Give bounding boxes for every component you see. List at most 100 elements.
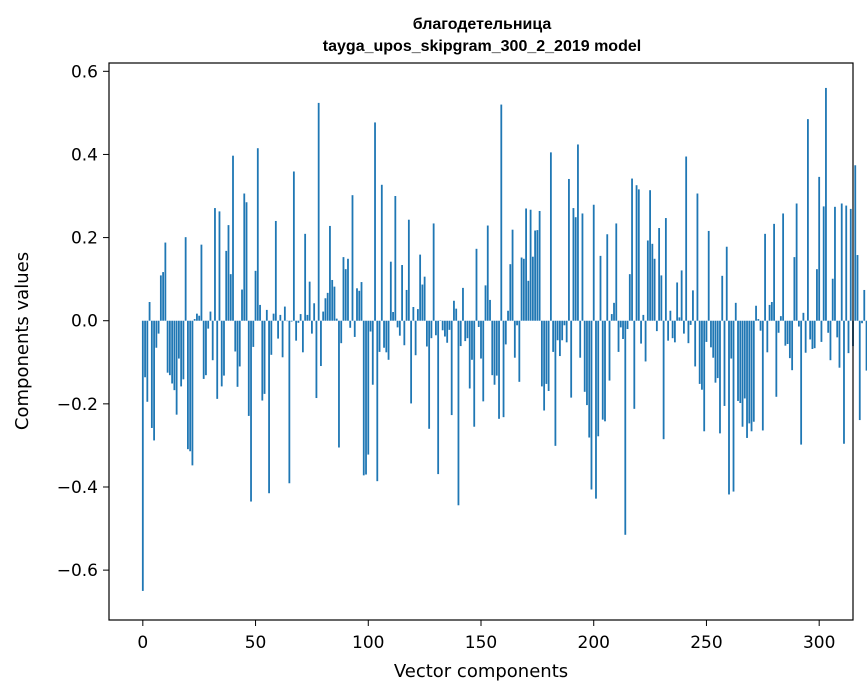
bar-155 [491,320,494,376]
bar-206 [606,234,609,321]
bar-241 [685,156,688,321]
bar-33 [216,320,219,399]
bar-251 [707,230,710,321]
bar-182 [552,320,555,352]
bar-181 [549,152,552,321]
bar-170 [525,208,527,321]
bar-137 [450,320,453,416]
bar-37 [225,250,228,321]
bar-228 [655,320,658,332]
bar-40 [232,155,234,321]
bar-48 [250,320,252,502]
bar-146 [471,320,473,360]
bar-26 [200,244,203,321]
bar-113 [396,320,399,328]
bar-106 [380,184,383,321]
bar-278 [768,304,771,321]
bar-234 [669,310,672,321]
bar-39 [229,274,232,321]
bar-189 [568,178,570,321]
x-tick-label: 200 [578,633,610,653]
bar-229 [658,228,661,321]
bar-167 [518,320,521,382]
bar-192 [574,217,577,321]
bar-27 [202,320,205,379]
bar-53 [261,320,264,401]
bar-28 [205,320,207,376]
bar-3 [148,302,151,321]
bar-154 [489,299,491,321]
bar-157 [495,320,498,376]
bar-127 [428,320,431,429]
bar-188 [565,320,568,343]
bar-12 [168,320,171,376]
bar-145 [468,320,471,389]
bar-105 [378,320,381,352]
bar-95 [356,288,358,321]
bar-274 [759,320,762,331]
bar-152 [484,285,487,321]
bar-15 [175,320,178,415]
bar-165 [513,320,516,358]
bar-118 [407,219,410,321]
bar-121 [414,320,417,356]
bar-41 [234,320,237,352]
bar-271 [752,320,755,422]
bar-205 [604,320,606,422]
bar-47 [247,320,250,416]
bar-20 [187,320,189,450]
bar-213 [622,320,624,340]
bar-120 [412,307,415,321]
bar-260 [728,320,730,495]
bar-153 [486,225,489,321]
bar-63 [283,306,286,321]
bar-147 [473,320,476,427]
bar-238 [678,317,681,321]
bar-250 [705,320,708,342]
chart-subtitle: tayga_upos_skipgram_300_2_2019 model [323,38,641,55]
bar-141 [459,320,462,347]
bar-255 [716,320,719,379]
bar-135 [446,320,449,343]
bar-23 [193,319,196,321]
bar-125 [423,276,426,321]
bar-173 [531,256,534,321]
bar-191 [572,208,575,321]
bar-187 [563,320,566,326]
bar-208 [610,314,613,321]
bar-266 [741,320,744,427]
bar-164 [511,229,514,321]
bar-151 [482,320,485,402]
bar-68 [295,320,298,341]
bar-307 [834,206,836,321]
x-tick-label: 250 [690,633,722,653]
bar-299 [816,269,818,321]
bar-139 [455,308,458,321]
bar-259 [725,246,728,321]
bar-217 [631,178,633,321]
bar-176 [538,210,541,321]
bar-7 [157,320,160,334]
bar-25 [198,315,201,321]
bar-216 [628,274,631,321]
bar-175 [536,230,539,321]
bar-186 [561,320,564,341]
bar-86 [335,318,338,321]
bar-295 [807,119,809,321]
bar-115 [401,265,403,321]
bar-239 [680,270,683,321]
bar-56 [268,320,270,494]
bar-177 [540,320,543,387]
bar-117 [405,289,408,321]
bar-108 [385,320,388,353]
bar-19 [184,237,187,321]
y-axis-ticks: −0.6 −0.4 −0.2 0.0 0.2 0.4 0.6 [57,62,109,581]
bar-202 [597,320,600,437]
y-tick-label: 0.2 [71,229,98,249]
bar-248 [701,320,703,390]
bar-268 [746,320,748,438]
bar-133 [441,320,444,331]
bar-70 [299,314,302,321]
bar-101 [369,320,372,332]
bar-212 [619,320,622,328]
